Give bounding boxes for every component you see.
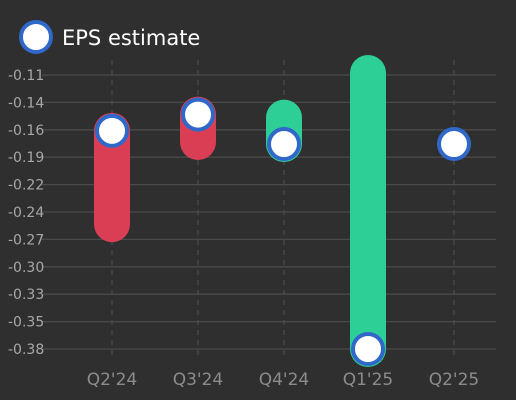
x-axis: Q2'24 Q3'24 Q4'24 Q1'25 Q2'25 xyxy=(87,370,480,390)
legend: EPS estimate xyxy=(19,20,200,54)
x-tick-label: Q2'24 xyxy=(87,370,138,390)
x-tick-label: Q2'25 xyxy=(429,370,480,390)
x-tick-label: Q4'24 xyxy=(259,370,310,390)
y-tick-label: -0.35 xyxy=(8,315,44,331)
x-tick-label: Q3'24 xyxy=(173,370,224,390)
estimate-point xyxy=(437,127,471,162)
surprise-bars xyxy=(94,54,386,367)
estimate-point xyxy=(351,332,385,366)
x-tick-label: Q1'25 xyxy=(343,370,394,390)
y-tick-label: -0.11 xyxy=(8,68,44,84)
y-tick-label: -0.30 xyxy=(8,260,44,276)
legend-label: EPS estimate xyxy=(62,26,200,50)
estimate-point xyxy=(95,113,129,148)
y-tick-label: -0.16 xyxy=(8,123,44,139)
legend-marker xyxy=(19,20,53,54)
y-tick-label: -0.38 xyxy=(8,342,44,358)
estimate-point xyxy=(181,97,215,132)
estimate-points xyxy=(95,97,471,366)
estimate-point xyxy=(267,127,301,162)
y-tick-label: -0.27 xyxy=(8,232,44,248)
y-tick-label: -0.14 xyxy=(8,95,44,111)
y-tick-label: -0.33 xyxy=(8,287,44,303)
y-tick-label: -0.22 xyxy=(8,178,44,194)
y-tick-label: -0.19 xyxy=(8,150,44,166)
y-tick-label: -0.24 xyxy=(8,205,44,221)
y-axis: -0.11 -0.14 -0.16 -0.19 -0.22 -0.24 -0.27 -0.30… xyxy=(8,68,44,358)
